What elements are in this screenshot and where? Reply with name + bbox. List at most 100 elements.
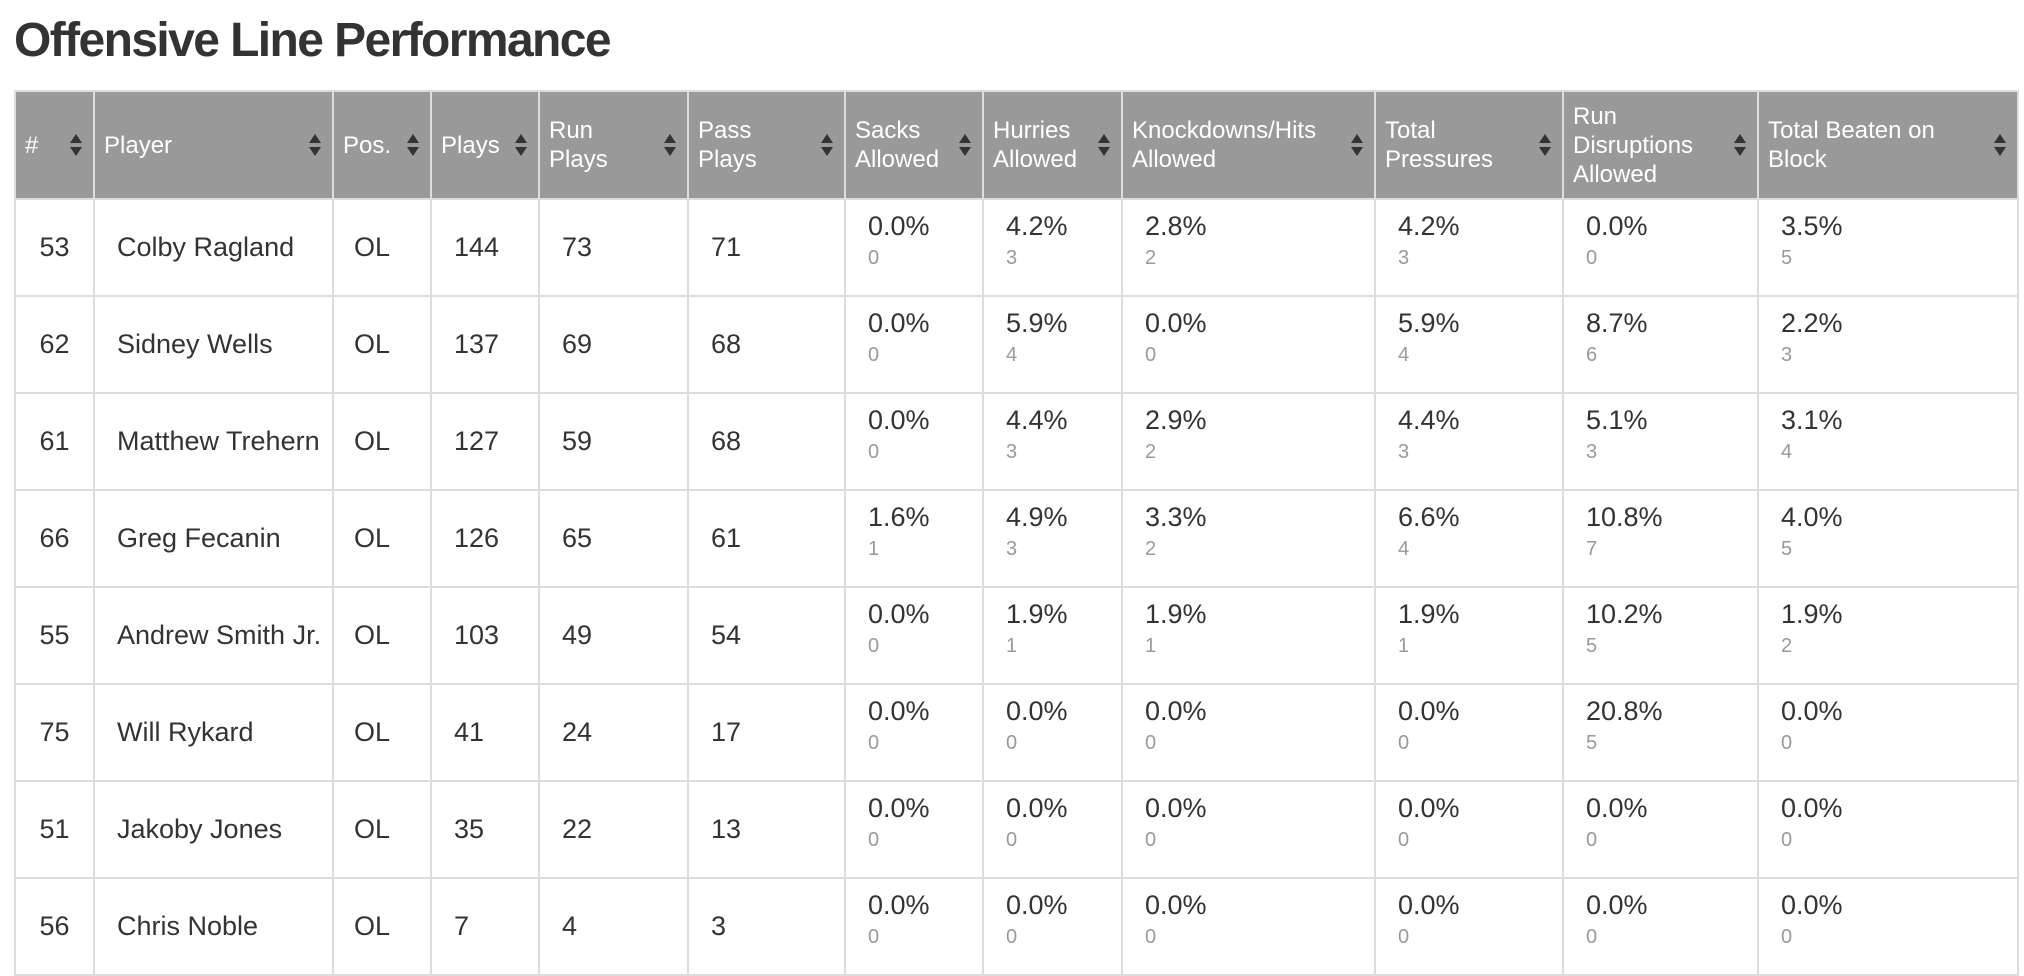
plays-cell: 144 [430, 198, 540, 297]
run-disruptions-allowed-cell: 0.0% 0 [1562, 877, 1759, 976]
sort-icon[interactable] [515, 134, 528, 156]
run-disruptions-allowed-cell: 5.1% 3 [1562, 392, 1759, 491]
column-header-run-plays[interactable]: Run Plays [538, 90, 689, 200]
knockdowns-hits-allowed-cell: 0.0% 0 [1121, 780, 1376, 879]
column-header-label: Pass Plays [698, 117, 757, 173]
player-number-cell: 56 [14, 877, 95, 976]
stat-count: 0 [868, 926, 880, 948]
stat-percentage: 10.8% [1586, 502, 1663, 532]
sort-icon[interactable] [309, 134, 322, 156]
stat-count: 5 [1586, 635, 1598, 657]
stat-percentage: 3.5% [1781, 211, 1843, 241]
sacks-allowed-cell: 0.0% 0 [844, 683, 984, 782]
sort-icon[interactable] [1098, 134, 1111, 156]
column-header-hurries-allowed[interactable]: Hurries Allowed [982, 90, 1123, 200]
column-header-label: Sacks Allowed [855, 117, 940, 173]
position-cell: OL [332, 392, 432, 491]
stat-count: 0 [1781, 732, 1793, 754]
sort-icon[interactable] [664, 134, 677, 156]
plays-cell: 137 [430, 295, 540, 394]
stat-percentage: 0.0% [1006, 793, 1068, 823]
total-beaten-on-block-cell: 1.9% 2 [1757, 586, 2019, 685]
stat-count: 0 [1145, 926, 1157, 948]
stat-count: 1 [1006, 635, 1018, 657]
total-beaten-on-block-cell: 0.0% 0 [1757, 683, 2019, 782]
run-disruptions-allowed-cell: 10.2% 5 [1562, 586, 1759, 685]
stat-percentage: 0.0% [868, 696, 930, 726]
stat-count: 1 [1145, 635, 1157, 657]
column-header-sacks-allowed[interactable]: Sacks Allowed [844, 90, 984, 200]
column-header-run-disruptions-allowed[interactable]: Run Disruptions Allowed [1562, 90, 1759, 200]
run-disruptions-allowed-cell: 20.8% 5 [1562, 683, 1759, 782]
player-number-cell: 66 [14, 489, 95, 588]
column-header-label: Player [104, 131, 173, 159]
column-header-label: # [25, 131, 39, 159]
sort-icon[interactable] [1994, 134, 2007, 156]
column-header-plays[interactable]: Plays [430, 90, 540, 200]
stat-count: 0 [1006, 732, 1018, 754]
stat-count: 7 [1586, 538, 1598, 560]
stat-percentage: 4.0% [1781, 502, 1843, 532]
run-disruptions-allowed-cell: 0.0% 0 [1562, 198, 1759, 297]
column-header-number[interactable]: # [14, 90, 95, 200]
run-disruptions-allowed-cell: 8.7% 6 [1562, 295, 1759, 394]
sort-icon[interactable] [959, 134, 972, 156]
run-disruptions-allowed-cell: 0.0% 0 [1562, 780, 1759, 879]
run-disruptions-allowed-cell: 10.8% 7 [1562, 489, 1759, 588]
run-plays-cell: 22 [538, 780, 689, 879]
pass-plays-cell: 3 [687, 877, 846, 976]
hurries-allowed-cell: 4.4% 3 [982, 392, 1123, 491]
column-header-total-beaten-on-block[interactable]: Total Beaten on Block [1757, 90, 2019, 200]
stat-count: 3 [1398, 247, 1410, 269]
sacks-allowed-cell: 0.0% 0 [844, 586, 984, 685]
stat-count: 3 [1398, 441, 1410, 463]
player-name-cell: Matthew Trehern [93, 392, 334, 491]
pass-plays-cell: 68 [687, 295, 846, 394]
sort-icon[interactable] [1539, 134, 1552, 156]
player-name-cell: Andrew Smith Jr. [93, 586, 334, 685]
table-row: 55 Andrew Smith Jr. OL 103 49 54 0.0% 0 1.9% 1 1.9… [14, 586, 2019, 685]
total-beaten-on-block-cell: 2.2% 3 [1757, 295, 2019, 394]
player-name-cell: Colby Ragland [93, 198, 334, 297]
stat-percentage: 4.9% [1006, 502, 1068, 532]
stat-percentage: 0.0% [868, 793, 930, 823]
stat-count: 4 [1398, 538, 1410, 560]
column-header-pass-plays[interactable]: Pass Plays [687, 90, 846, 200]
total-pressures-cell: 0.0% 0 [1374, 780, 1564, 879]
sort-icon[interactable] [70, 134, 83, 156]
stat-count: 5 [1586, 732, 1598, 754]
sort-icon[interactable] [1734, 134, 1747, 156]
stat-percentage: 0.0% [1586, 211, 1648, 241]
sort-icon[interactable] [821, 134, 834, 156]
run-plays-cell: 65 [538, 489, 689, 588]
total-pressures-cell: 1.9% 1 [1374, 586, 1564, 685]
stat-percentage: 0.0% [1145, 308, 1207, 338]
sort-icon[interactable] [1351, 134, 1364, 156]
hurries-allowed-cell: 0.0% 0 [982, 877, 1123, 976]
stat-percentage: 0.0% [1586, 793, 1648, 823]
knockdowns-hits-allowed-cell: 2.9% 2 [1121, 392, 1376, 491]
total-beaten-on-block-cell: 3.1% 4 [1757, 392, 2019, 491]
column-header-player[interactable]: Player [93, 90, 334, 200]
stat-percentage: 0.0% [1781, 793, 1843, 823]
run-plays-cell: 4 [538, 877, 689, 976]
total-beaten-on-block-cell: 0.0% 0 [1757, 780, 2019, 879]
knockdowns-hits-allowed-cell: 0.0% 0 [1121, 295, 1376, 394]
stat-count: 4 [1781, 441, 1793, 463]
column-header-total-pressures[interactable]: Total Pressures [1374, 90, 1564, 200]
plays-cell: 103 [430, 586, 540, 685]
stat-percentage: 0.0% [868, 308, 930, 338]
stat-count: 0 [1145, 344, 1157, 366]
header-row: # Player Pos. Plays Run Plays Pass Plays Sacks… [14, 90, 2019, 200]
page-title: Offensive Line Performance [14, 14, 612, 67]
plays-cell: 127 [430, 392, 540, 491]
column-header-pos[interactable]: Pos. [332, 90, 432, 200]
column-header-label: Plays [441, 131, 500, 159]
sort-icon[interactable] [407, 134, 420, 156]
stat-count: 5 [1781, 538, 1793, 560]
stat-percentage: 0.0% [868, 599, 930, 629]
stat-count: 5 [1781, 247, 1793, 269]
plays-cell: 35 [430, 780, 540, 879]
column-header-knockdowns-hits-allowed[interactable]: Knockdowns/Hits Allowed [1121, 90, 1376, 200]
stat-percentage: 2.9% [1145, 405, 1207, 435]
